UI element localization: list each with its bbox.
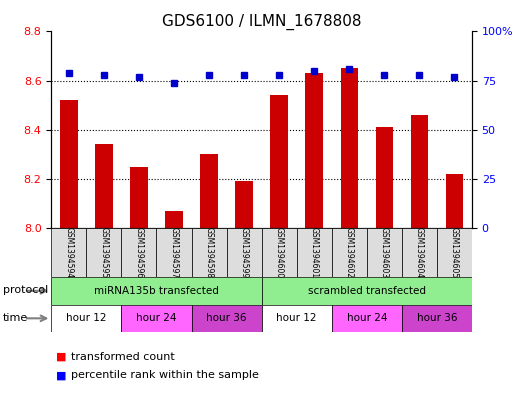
Text: scrambled transfected: scrambled transfected (308, 286, 426, 296)
Title: GDS6100 / ILMN_1678808: GDS6100 / ILMN_1678808 (162, 14, 361, 30)
Text: protocol: protocol (3, 285, 48, 295)
Text: ■: ■ (56, 352, 67, 362)
Text: GSM1394605: GSM1394605 (450, 227, 459, 278)
Text: GSM1394600: GSM1394600 (274, 227, 284, 278)
Bar (130, 167, 148, 228)
FancyBboxPatch shape (191, 228, 227, 277)
Text: hour 24: hour 24 (136, 313, 176, 323)
Text: hour 24: hour 24 (347, 313, 387, 323)
Text: GSM1394599: GSM1394599 (240, 227, 249, 278)
FancyBboxPatch shape (402, 228, 437, 277)
Bar (270, 95, 288, 228)
Text: hour 36: hour 36 (206, 313, 247, 323)
Bar (341, 68, 358, 228)
Text: GSM1394601: GSM1394601 (310, 227, 319, 278)
FancyBboxPatch shape (51, 277, 262, 305)
FancyBboxPatch shape (402, 305, 472, 332)
FancyBboxPatch shape (51, 305, 122, 332)
Text: miRNA135b transfected: miRNA135b transfected (94, 286, 219, 296)
Bar (200, 154, 218, 228)
FancyBboxPatch shape (227, 228, 262, 277)
Bar (95, 145, 113, 228)
Text: GSM1394597: GSM1394597 (169, 227, 179, 278)
FancyBboxPatch shape (332, 305, 402, 332)
Bar (165, 211, 183, 228)
Text: GSM1394594: GSM1394594 (64, 227, 73, 278)
Bar (410, 115, 428, 228)
Text: GSM1394595: GSM1394595 (100, 227, 108, 278)
FancyBboxPatch shape (191, 305, 262, 332)
Text: GSM1394603: GSM1394603 (380, 227, 389, 278)
FancyBboxPatch shape (262, 277, 472, 305)
Text: GSM1394604: GSM1394604 (415, 227, 424, 278)
Text: hour 36: hour 36 (417, 313, 457, 323)
Text: ■: ■ (56, 370, 67, 380)
Text: time: time (3, 312, 28, 323)
Text: hour 12: hour 12 (277, 313, 317, 323)
Bar (235, 181, 253, 228)
Text: GSM1394598: GSM1394598 (205, 227, 213, 278)
Text: GSM1394596: GSM1394596 (134, 227, 144, 278)
Text: hour 12: hour 12 (66, 313, 107, 323)
FancyBboxPatch shape (262, 305, 332, 332)
FancyBboxPatch shape (262, 228, 297, 277)
Bar (376, 127, 393, 228)
FancyBboxPatch shape (367, 228, 402, 277)
FancyBboxPatch shape (51, 228, 86, 277)
FancyBboxPatch shape (332, 228, 367, 277)
Bar (446, 174, 463, 228)
Text: transformed count: transformed count (71, 352, 174, 362)
FancyBboxPatch shape (156, 228, 191, 277)
FancyBboxPatch shape (86, 228, 122, 277)
FancyBboxPatch shape (122, 305, 191, 332)
Bar (305, 73, 323, 228)
Text: GSM1394602: GSM1394602 (345, 227, 354, 278)
FancyBboxPatch shape (122, 228, 156, 277)
FancyBboxPatch shape (437, 228, 472, 277)
Bar (60, 100, 77, 228)
FancyBboxPatch shape (297, 228, 332, 277)
Text: percentile rank within the sample: percentile rank within the sample (71, 370, 259, 380)
